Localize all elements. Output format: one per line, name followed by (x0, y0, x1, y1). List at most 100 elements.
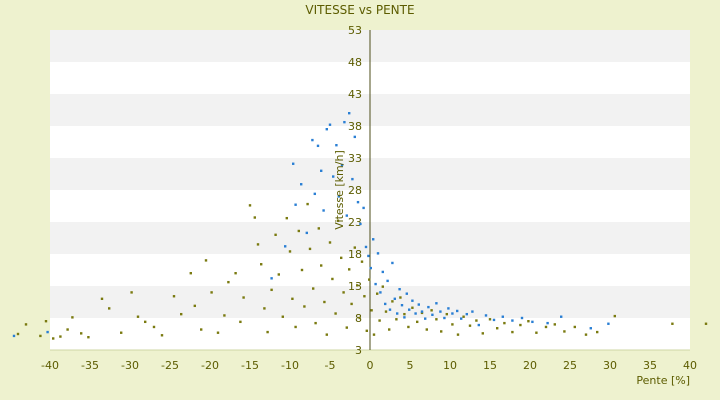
data-point (172, 295, 176, 298)
data-point (596, 330, 599, 334)
data-point (372, 238, 375, 241)
data-point (308, 247, 312, 251)
data-point (435, 318, 438, 321)
data-point (294, 203, 297, 206)
data-point (353, 135, 356, 139)
x-tick-label: -35 (81, 359, 99, 372)
data-point (337, 195, 340, 198)
data-point (71, 316, 74, 319)
data-point (589, 327, 592, 330)
data-point (281, 315, 284, 318)
y-tick-label: 3 (355, 344, 362, 357)
data-point (408, 308, 411, 311)
data-point (227, 280, 230, 284)
data-point (323, 300, 326, 304)
data-point (288, 250, 292, 253)
data-point (484, 314, 488, 317)
data-point (260, 263, 263, 266)
data-point (256, 243, 260, 246)
data-point (388, 328, 391, 331)
data-point (340, 163, 344, 167)
data-point (424, 317, 427, 320)
data-point (210, 291, 213, 294)
data-point (427, 305, 430, 309)
data-point (87, 336, 90, 339)
data-point (465, 312, 468, 316)
data-point (369, 266, 372, 270)
data-point (368, 278, 371, 281)
data-point (328, 241, 332, 244)
data-point (563, 330, 566, 333)
data-point (430, 309, 433, 312)
data-point (263, 307, 266, 310)
data-point (348, 112, 351, 115)
data-point (335, 144, 338, 147)
data-point (336, 219, 340, 222)
data-point (481, 332, 484, 335)
data-point (285, 216, 288, 220)
data-point (291, 297, 294, 300)
data-point (416, 320, 419, 324)
data-point (420, 310, 424, 313)
chart-title: VITESSE vs PENTE (305, 3, 414, 17)
data-point (546, 321, 549, 325)
data-point (360, 260, 364, 263)
data-point (384, 310, 388, 313)
y-tick-label: 53 (348, 24, 362, 37)
data-point (314, 321, 317, 325)
x-tick-label: 30 (603, 359, 617, 372)
x-axis-title: Pente [%] (636, 374, 690, 387)
data-point (348, 268, 351, 271)
data-point (120, 331, 123, 334)
data-point (364, 245, 368, 249)
data-point (477, 323, 480, 327)
data-point (488, 318, 492, 321)
data-point (300, 268, 304, 272)
data-point (460, 317, 463, 320)
data-point (447, 307, 450, 310)
data-point (544, 325, 548, 329)
data-point (520, 316, 524, 320)
data-point (303, 305, 306, 308)
data-point (367, 254, 370, 258)
x-tick-label: 25 (563, 359, 577, 372)
x-tick-label: 15 (483, 359, 497, 372)
data-point (553, 323, 556, 326)
data-point (24, 323, 28, 326)
data-point (66, 328, 69, 331)
data-point (445, 312, 448, 316)
x-tick-label: 40 (683, 359, 697, 372)
data-point (456, 333, 460, 336)
data-point (100, 297, 104, 300)
data-point (388, 308, 392, 311)
data-point (16, 332, 20, 336)
x-axis-ticks: -40 -35 -30 -25 -20 -15 -10 -5 0 5 10 15 20 25 30 35 40 (41, 359, 697, 372)
data-point (365, 329, 368, 332)
data-point (378, 319, 381, 322)
x-tick-label: -15 (241, 359, 259, 372)
data-point (322, 209, 325, 212)
data-point (59, 335, 62, 338)
y-axis-title: Vitesse [km/h] (333, 150, 346, 230)
data-point (144, 320, 147, 324)
data-point (305, 231, 308, 235)
data-point (384, 302, 387, 306)
data-point (358, 316, 361, 320)
data-point (391, 300, 394, 303)
data-point (471, 310, 474, 313)
data-point (342, 291, 345, 294)
x-tick-label: 35 (643, 359, 657, 372)
data-point (386, 279, 389, 283)
data-point (193, 304, 196, 308)
data-point (403, 316, 406, 319)
data-point (108, 307, 111, 310)
data-point (294, 325, 297, 329)
data-point (46, 330, 49, 334)
data-point (39, 334, 42, 338)
data-point (393, 297, 396, 300)
data-point (359, 222, 362, 226)
data-point (376, 292, 379, 295)
data-point (200, 328, 203, 331)
data-point (431, 313, 434, 316)
data-point (44, 320, 48, 323)
